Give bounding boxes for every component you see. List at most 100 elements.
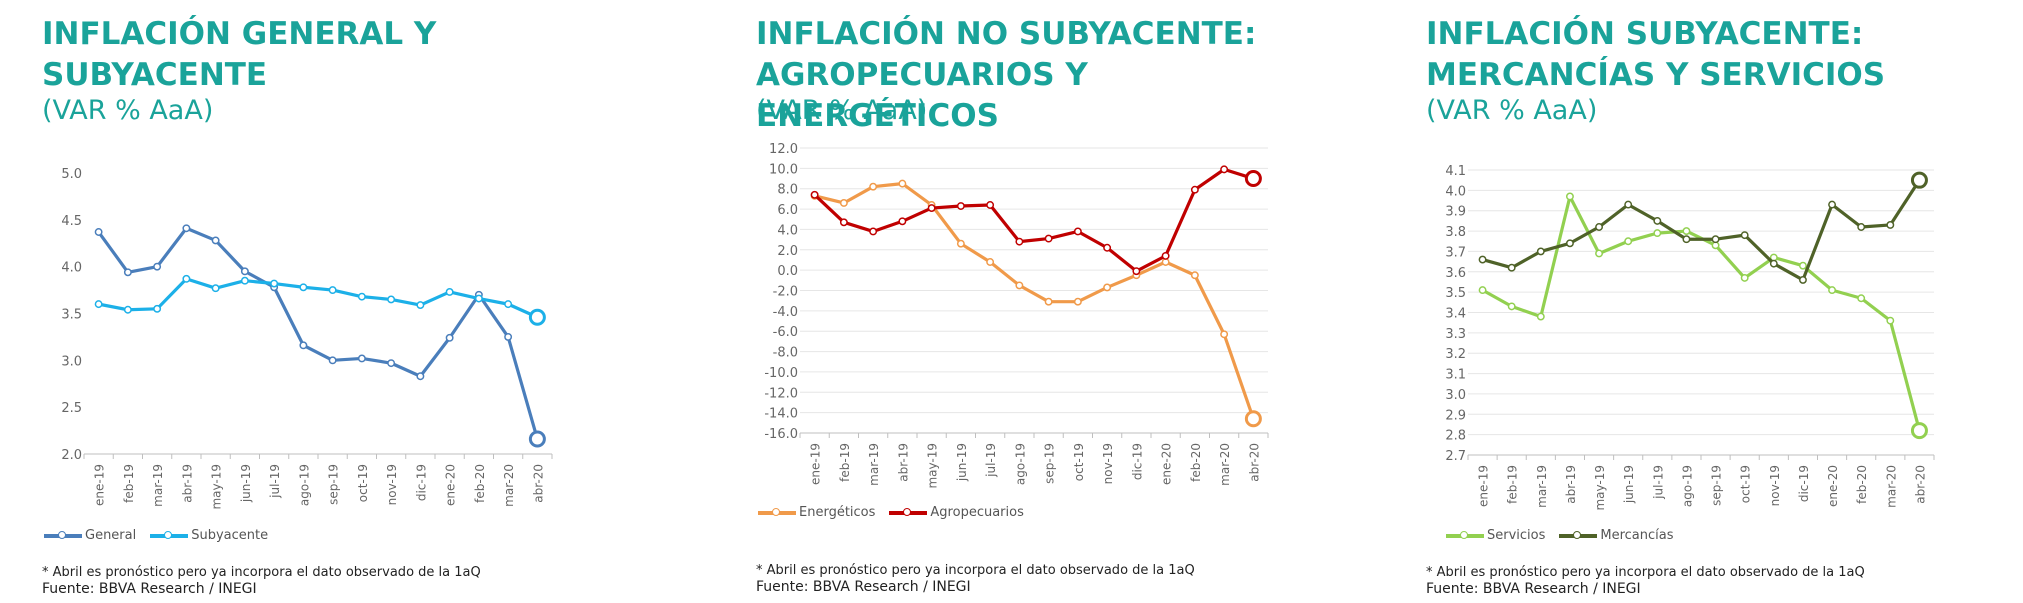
legend-swatch <box>44 530 82 539</box>
data-point <box>1857 223 1866 231</box>
data-point <box>810 190 819 199</box>
series-line-mercancías <box>1482 179 1921 282</box>
title-line-1: INFLACIÓN SUBYACENTE: <box>1426 16 1864 52</box>
x-tick-label: nov-19 <box>1101 443 1115 484</box>
legend-item: General <box>44 528 136 543</box>
data-point <box>898 179 907 188</box>
x-tick-label: feb-19 <box>122 464 136 503</box>
legend-swatch <box>889 507 928 516</box>
y-tick-label: 4.0 <box>1445 184 1466 199</box>
data-point <box>182 224 191 233</box>
data-point <box>445 288 454 296</box>
source-note: Fuente: BBVA Research / INEGI <box>42 581 257 597</box>
y-tick-label: -6.0 <box>773 325 798 340</box>
panel-subyacente-componentes: INFLACIÓN SUBYACENTE: MERCANCÍAS Y SERVI… <box>1426 0 1986 603</box>
x-tick-label: jun-19 <box>239 464 253 503</box>
data-point <box>416 301 425 310</box>
x-tick-label: mar-20 <box>1218 443 1232 486</box>
x-tick-label: mar-20 <box>502 464 516 507</box>
forecast-point <box>1244 410 1262 428</box>
y-tick-label: -12.0 <box>764 386 798 401</box>
chart-title: INFLACIÓN SUBYACENTE: MERCANCÍAS Y SERVI… <box>1426 14 1885 96</box>
x-tick-label: feb-19 <box>838 443 852 482</box>
series-line-energéticos <box>814 182 1255 420</box>
y-tick-label: 2.5 <box>61 401 82 416</box>
x-tick-label: abr-20 <box>1247 443 1261 482</box>
data-point <box>504 332 513 341</box>
x-tick-label: oct-19 <box>1072 443 1086 481</box>
y-tick-label: -10.0 <box>764 366 798 381</box>
panel-no-subyacente: INFLACIÓN NO SUBYACENTE: AGROPECUARIOS Y… <box>756 0 1316 603</box>
data-point <box>94 300 103 309</box>
data-point <box>299 341 308 350</box>
y-tick-label: 3.9 <box>1445 205 1466 220</box>
legend-swatch <box>758 507 796 516</box>
x-tick-label: feb-19 <box>1506 465 1520 504</box>
y-tick-label: -16.0 <box>764 427 798 442</box>
x-tick-label: abr-20 <box>1913 465 1927 504</box>
data-point <box>1857 294 1866 303</box>
data-point <box>927 204 936 213</box>
y-tick-label: 3.4 <box>1445 307 1466 322</box>
x-tick-label: abr-19 <box>180 464 194 503</box>
y-tick-label: 12.0 <box>769 142 798 157</box>
data-point <box>299 283 308 292</box>
data-point <box>1190 185 1199 194</box>
data-point <box>839 199 848 207</box>
data-point <box>1624 200 1633 209</box>
x-tick-label: nov-19 <box>1768 465 1782 506</box>
data-point <box>1769 259 1778 268</box>
legend-label: Mercancías <box>1600 528 1674 543</box>
data-point <box>1073 227 1082 236</box>
chart-subtitle: (VAR % AaA) <box>42 95 214 126</box>
footnote: * Abril es pronóstico pero ya incorpora … <box>1426 565 1865 580</box>
y-tick-label: 6.0 <box>777 203 798 218</box>
line-chart-subyacente-componentes: 2.7 2.8 2.9 3.0 3.1 3.2 3.3 3.4 3.5 3.6 3.7 3.8 3.9 4… <box>1445 164 1935 511</box>
y-tick-label: 2.7 <box>1445 449 1466 464</box>
data-point <box>504 300 513 309</box>
data-point <box>1828 200 1837 209</box>
data-point <box>123 305 132 314</box>
x-tick-label: may-19 <box>1593 465 1607 511</box>
forecast-point <box>528 430 546 448</box>
y-tick-label: -8.0 <box>773 346 798 361</box>
y-tick-label: 2.8 <box>1445 429 1466 444</box>
y-tick-label: 3.5 <box>61 308 82 323</box>
legend-label: Servicios <box>1487 528 1546 543</box>
data-point <box>1711 235 1720 244</box>
forecast-point <box>1244 170 1262 188</box>
data-point <box>1565 239 1574 248</box>
data-point <box>1161 251 1170 260</box>
data-point <box>211 236 220 245</box>
y-tick-label: -2.0 <box>773 285 798 300</box>
x-tick-label: feb-20 <box>473 464 487 503</box>
data-point <box>1220 165 1229 174</box>
x-tick-label: jul-19 <box>268 464 282 499</box>
data-point <box>1044 234 1053 243</box>
x-tick-label: jul-19 <box>984 443 998 478</box>
x-tick-label: jul-19 <box>1651 465 1665 500</box>
y-tick-label: 3.0 <box>61 354 82 369</box>
x-tick-label: abr-19 <box>896 443 910 482</box>
data-point <box>1478 255 1487 264</box>
x-tick-label: feb-20 <box>1189 443 1203 482</box>
y-tick-label: 2.0 <box>777 244 798 259</box>
y-tick-label: 2.9 <box>1445 408 1466 423</box>
legend-item: Servicios <box>1446 528 1545 543</box>
data-point <box>240 276 249 285</box>
title-line-1: INFLACIÓN GENERAL Y <box>42 16 437 52</box>
data-point <box>1595 223 1604 231</box>
data-point <box>1478 286 1487 295</box>
data-point <box>1103 283 1112 292</box>
legend-label: Subyacente <box>191 528 269 543</box>
data-point <box>1886 316 1895 325</box>
legend-label: General <box>85 528 137 543</box>
y-tick-label: 3.0 <box>1445 388 1466 403</box>
y-tick-label: 3.1 <box>1445 368 1466 383</box>
y-tick-label: -4.0 <box>773 305 798 320</box>
data-point <box>986 201 995 209</box>
series-line-servicios <box>1481 194 1921 431</box>
series-line-agropecuarios <box>813 167 1254 273</box>
data-point <box>1886 221 1895 229</box>
x-tick-label: sep-19 <box>327 464 341 505</box>
